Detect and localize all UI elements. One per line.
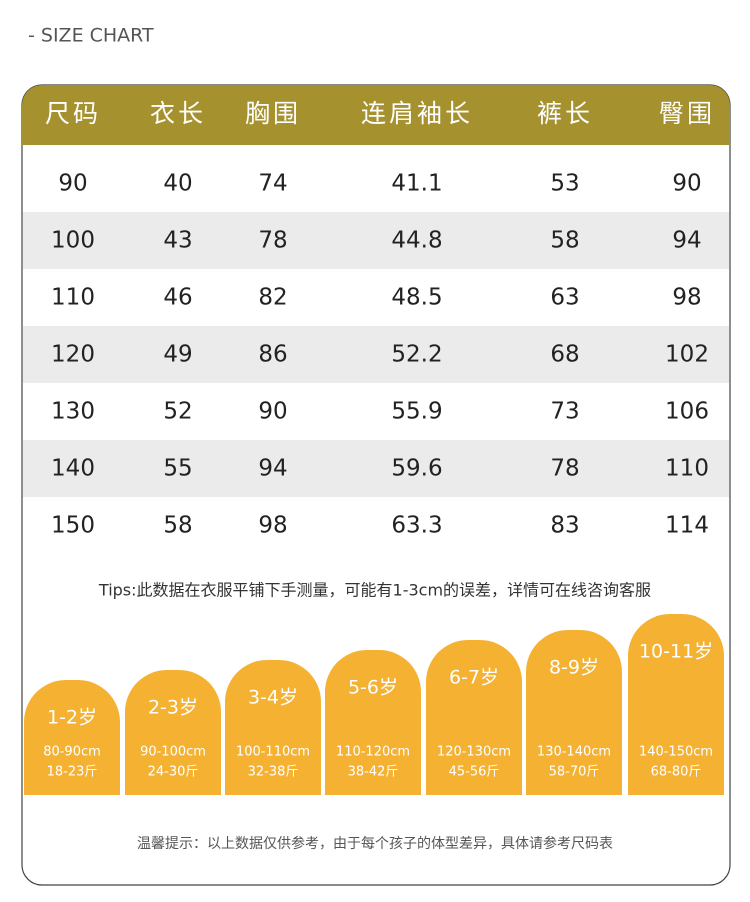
cell: 58 <box>163 513 192 539</box>
cell: 78 <box>258 228 287 254</box>
cell: 55 <box>163 456 192 482</box>
cell: 59.6 <box>391 456 442 482</box>
cell: 48.5 <box>391 285 442 311</box>
cell: 63 <box>550 285 579 311</box>
age-weight: 58-70斤 <box>549 765 600 780</box>
header-cell: 胸围 <box>245 99 301 128</box>
cell: 41.1 <box>391 171 442 197</box>
row-band <box>23 326 729 383</box>
cell: 90 <box>258 399 287 425</box>
cell: 73 <box>550 399 579 425</box>
age-label: 8-9岁 <box>549 657 599 679</box>
cell: 44.8 <box>391 228 442 254</box>
header-cell: 尺码 <box>45 99 101 128</box>
cell: 90 <box>58 171 87 197</box>
cell: 140 <box>51 456 95 482</box>
age-label: 6-7岁 <box>449 667 499 689</box>
cell: 114 <box>665 513 709 539</box>
cell: 58 <box>550 228 579 254</box>
title: - SIZE CHART <box>28 25 154 47</box>
age-height: 130-140cm <box>537 745 611 760</box>
cell: 110 <box>665 456 709 482</box>
row-band <box>23 212 729 269</box>
age-height: 120-130cm <box>437 745 511 760</box>
cell: 110 <box>51 285 95 311</box>
cell: 100 <box>51 228 95 254</box>
header-cell: 裤长 <box>537 99 593 128</box>
cell: 120 <box>51 342 95 368</box>
age-block <box>426 640 522 795</box>
header-cell: 衣长 <box>150 99 206 128</box>
tips: Tips:此数据在衣服平铺下手测量，可能有1-3cm的误差，详情可在线咨询客服 <box>98 581 651 600</box>
cell: 74 <box>258 171 287 197</box>
age-block <box>125 670 221 795</box>
age-weight: 45-56斤 <box>449 765 500 780</box>
cell: 52.2 <box>391 342 442 368</box>
cell: 98 <box>672 285 701 311</box>
age-weight: 68-80斤 <box>651 765 702 780</box>
cell: 46 <box>163 285 192 311</box>
row-band <box>23 440 729 497</box>
cell: 40 <box>163 171 192 197</box>
cell: 68 <box>550 342 579 368</box>
age-block <box>325 650 421 795</box>
cell: 106 <box>665 399 709 425</box>
cell: 55.9 <box>391 399 442 425</box>
age-label: 3-4岁 <box>248 687 298 709</box>
cell: 94 <box>672 228 701 254</box>
header-cell: 臀围 <box>659 99 715 128</box>
header-cell: 连肩袖长 <box>361 99 473 128</box>
age-label: 1-2岁 <box>47 707 97 729</box>
age-block <box>24 680 120 795</box>
age-weight: 38-42斤 <box>348 765 399 780</box>
cell: 94 <box>258 456 287 482</box>
table-header <box>22 85 730 145</box>
age-weight: 24-30斤 <box>148 765 199 780</box>
cell: 86 <box>258 342 287 368</box>
age-label: 10-11岁 <box>639 641 713 663</box>
cell: 102 <box>665 342 709 368</box>
cell: 98 <box>258 513 287 539</box>
cell: 63.3 <box>391 513 442 539</box>
age-block <box>526 630 622 795</box>
cell: 49 <box>163 342 192 368</box>
age-height: 140-150cm <box>639 745 713 760</box>
cell: 90 <box>672 171 701 197</box>
cell: 43 <box>163 228 192 254</box>
age-height: 90-100cm <box>140 745 206 760</box>
age-label: 5-6岁 <box>348 677 398 699</box>
age-block <box>225 660 321 795</box>
age-weight: 18-23斤 <box>47 765 98 780</box>
cell: 83 <box>550 513 579 539</box>
age-height: 80-90cm <box>43 745 101 760</box>
cell: 52 <box>163 399 192 425</box>
cell: 53 <box>550 171 579 197</box>
cell: 130 <box>51 399 95 425</box>
age-weight: 32-38斤 <box>248 765 299 780</box>
age-label: 2-3岁 <box>148 697 198 719</box>
cell: 150 <box>51 513 95 539</box>
cell: 78 <box>550 456 579 482</box>
age-block <box>628 614 724 795</box>
footer-note: 温馨提示：以上数据仅供参考，由于每个孩子的体型差异，具体请参考尺码表 <box>137 835 613 852</box>
age-height: 100-110cm <box>236 745 310 760</box>
age-height: 110-120cm <box>336 745 410 760</box>
cell: 82 <box>258 285 287 311</box>
